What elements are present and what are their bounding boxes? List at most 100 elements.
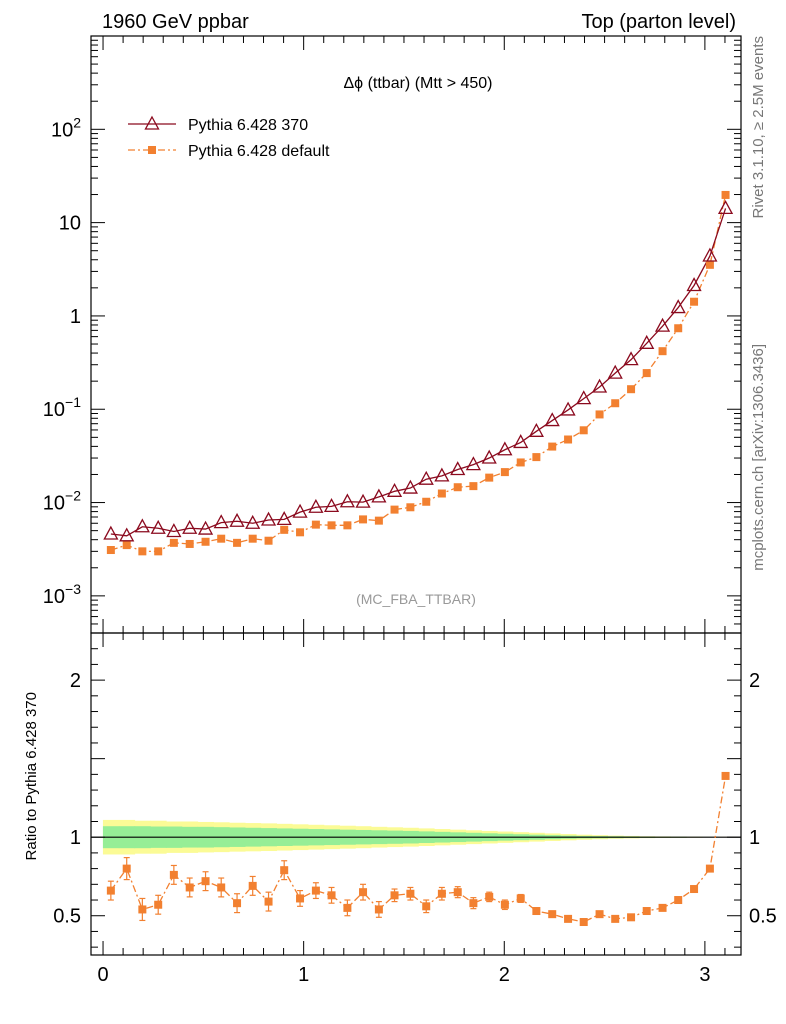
point-pythia370 — [402, 479, 418, 494]
point-pythia-default — [185, 539, 194, 548]
ratio-y-tick-label-right: 1 — [749, 827, 760, 849]
point-pythia-default — [485, 473, 494, 482]
point-pythia-default — [233, 538, 242, 547]
point-pythia370 — [292, 503, 308, 518]
ratio-point-pythia-default — [579, 918, 588, 927]
point-pythia370 — [119, 527, 135, 542]
header-right-title: Top (parton level) — [581, 11, 736, 33]
point-pythia370 — [182, 519, 198, 534]
point-pythia-default — [658, 347, 667, 356]
ratio-point-pythia-default — [264, 897, 273, 906]
ratio-point-pythia-default — [374, 905, 383, 914]
point-pythia370 — [323, 498, 340, 513]
point-pythia-default — [532, 453, 541, 462]
main-y-tick-label: 10−2 — [43, 488, 81, 515]
point-pythia370 — [670, 299, 686, 314]
point-pythia-default — [106, 546, 115, 555]
point-pythia-default — [422, 497, 431, 506]
point-pythia370 — [150, 519, 166, 534]
main-y-tick-label: 10−3 — [43, 581, 81, 608]
ratio-point-pythia-default — [469, 899, 478, 908]
point-pythia-default — [705, 260, 714, 269]
ratio-y-tick-label: 2 — [70, 670, 81, 692]
point-pythia370 — [528, 422, 544, 437]
ratio-point-pythia-default — [658, 903, 667, 912]
point-pythia-default — [154, 547, 163, 556]
ratio-x-tick-label: 3 — [699, 964, 710, 986]
point-pythia-default — [343, 521, 352, 530]
axes: 10−3 10−2 10−1 1 10 102 0 1 2 3 0.5 0.5 1 1 2 2 — [43, 35, 777, 986]
ratio-point-pythia-default — [106, 886, 115, 895]
series-line-pythia-default — [110, 194, 727, 552]
point-pythia370 — [717, 200, 734, 215]
point-pythia370 — [465, 456, 481, 471]
ratio-frame — [90, 632, 742, 956]
ratio-point-pythia-default — [485, 892, 494, 901]
ratio-line-pythia-default — [110, 775, 727, 923]
ratio-point-pythia-default — [201, 877, 210, 886]
point-pythia-default — [642, 369, 651, 378]
point-pythia-default — [201, 537, 210, 546]
point-pythia-default — [169, 538, 178, 547]
ratio-point-pythia-default — [406, 889, 415, 898]
point-pythia-default — [721, 190, 730, 199]
ratio-point-pythia-default — [721, 771, 730, 780]
legend: Pythia 6.428 370 Pythia 6.428 default — [128, 115, 330, 160]
ratio-point-pythia-default — [548, 910, 557, 919]
point-pythia370 — [686, 277, 702, 292]
point-pythia-default — [248, 534, 257, 543]
ratio-point-pythia-default — [248, 881, 257, 890]
point-pythia-default — [579, 426, 588, 435]
ratio-point-pythia-default — [422, 902, 431, 911]
point-pythia370 — [544, 412, 560, 427]
point-pythia370 — [386, 482, 403, 497]
ratio-x-tick-label: 2 — [499, 964, 510, 986]
legend-marker-pythia370 — [144, 115, 160, 130]
point-pythia370 — [371, 488, 387, 503]
point-pythia370 — [576, 390, 592, 405]
point-pythia370 — [497, 441, 513, 456]
point-pythia-default — [516, 458, 525, 467]
point-pythia-default — [595, 410, 604, 419]
point-pythia-default — [359, 515, 368, 524]
watermark-label: (MC_FBA_TTBAR) — [356, 591, 476, 607]
ratio-y-tick-label-right: 2 — [749, 670, 760, 692]
point-pythia370 — [623, 351, 639, 366]
point-pythia370 — [513, 434, 529, 449]
point-pythia370 — [134, 518, 150, 533]
point-pythia-default — [374, 516, 383, 525]
ratio-point-pythia-default — [327, 891, 336, 900]
ratio-point-pythia-default — [500, 900, 509, 909]
ratio-point-pythia-default — [705, 864, 714, 873]
main-y-tick-label: 102 — [51, 114, 81, 141]
series-line-pythia370 — [110, 208, 727, 537]
main-y-tick-label: 1 — [70, 306, 81, 328]
point-pythia370 — [245, 514, 261, 529]
point-pythia-default — [390, 505, 399, 514]
point-pythia-default — [264, 536, 273, 545]
ratio-ylabel: Ratio to Pythia 6.428 370 — [23, 692, 40, 860]
ratio-point-pythia-default — [627, 913, 636, 922]
point-pythia370 — [276, 511, 292, 526]
point-pythia370 — [639, 334, 655, 349]
point-pythia370 — [229, 512, 245, 527]
point-pythia-default — [138, 547, 147, 556]
point-pythia370 — [450, 461, 466, 476]
main-chart-content — [103, 190, 734, 556]
ratio-point-pythia-default — [154, 900, 163, 909]
legend-label-pythia370: Pythia 6.428 370 — [188, 117, 308, 134]
ratio-y-tick-label: 1 — [70, 827, 81, 849]
rivet-side-label: Rivet 3.1.10, ≥ 2.5M events — [750, 36, 767, 219]
point-pythia-default — [217, 534, 226, 543]
point-pythia370 — [434, 467, 450, 482]
ratio-point-pythia-default — [359, 888, 368, 897]
point-pythia-default — [280, 525, 289, 534]
point-pythia-default — [327, 521, 336, 530]
point-pythia370 — [260, 511, 277, 526]
point-pythia370 — [197, 520, 214, 535]
point-pythia-default — [311, 520, 320, 529]
ratio-point-pythia-default — [437, 889, 446, 898]
point-pythia-default — [674, 324, 683, 333]
ratio-point-pythia-default — [311, 886, 320, 895]
point-pythia370 — [339, 493, 355, 508]
